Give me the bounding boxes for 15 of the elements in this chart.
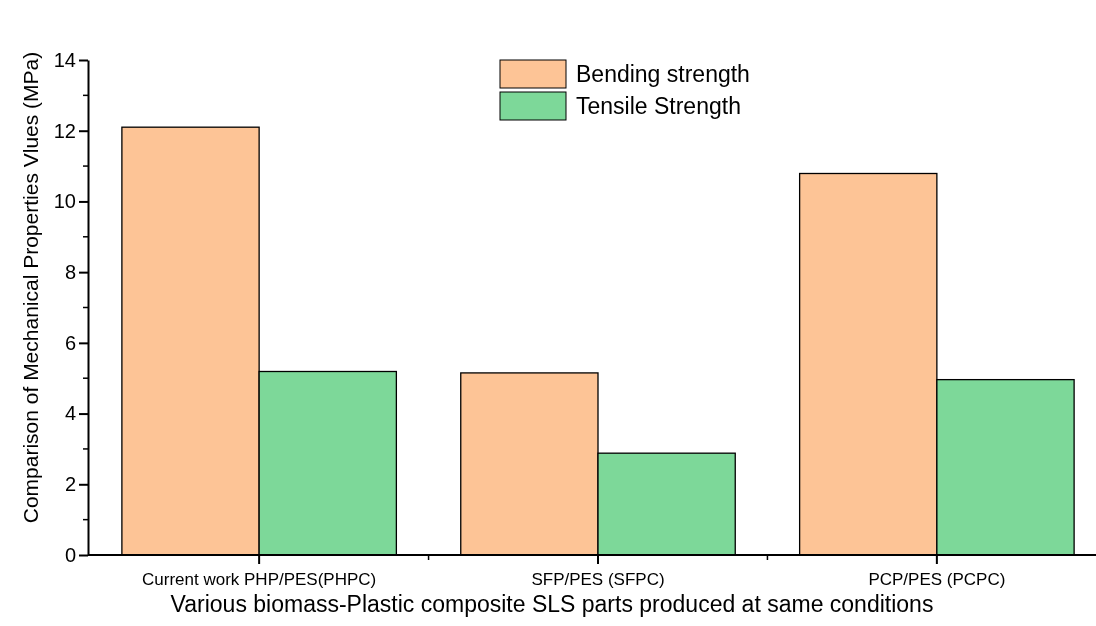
y-tick-label: 2 [64, 473, 76, 496]
y-tick-label: 14 [53, 48, 76, 71]
x-tick-label: PCP/PES (PCPC) [868, 570, 1006, 589]
legend-label: Bending strength [576, 61, 750, 87]
y-axis-title: Comparison of Mechanical Properties Vlues (MPa) [19, 51, 42, 524]
x-axis-title: Various biomass-Plastic composite SLS parts produced at same conditions [170, 591, 934, 617]
y-tick-label: 10 [53, 190, 76, 213]
y-tick-label: 12 [53, 119, 76, 142]
x-tick-label: Current work PHP/PES(PHPC) [141, 570, 377, 589]
x-tick-label: SFP/PES (SFPC) [531, 570, 665, 589]
y-tick-label: 0 [64, 543, 76, 566]
y-tick-label: 6 [64, 331, 76, 354]
y-tick-label: 8 [64, 261, 76, 284]
y-tick-label: 4 [64, 402, 76, 425]
legend-label: Tensile Strength [576, 93, 741, 119]
